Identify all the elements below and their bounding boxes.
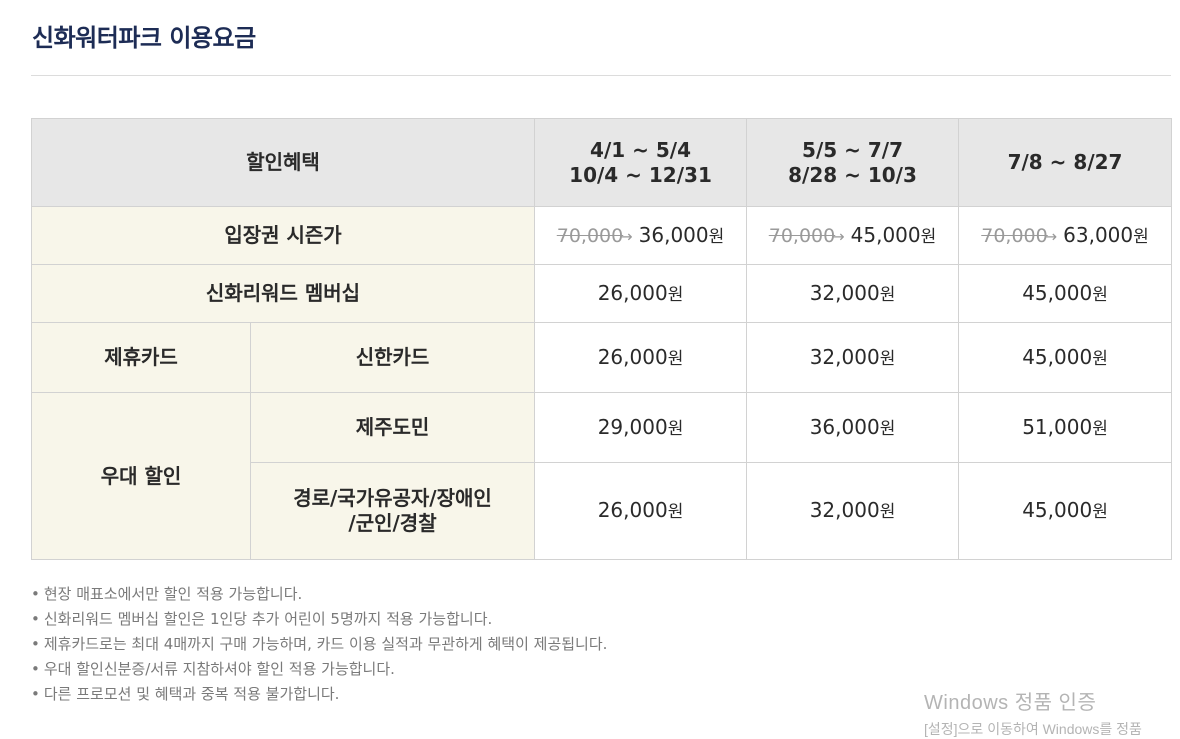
- currency-unit: 원: [1092, 284, 1108, 305]
- note-text: 제휴카드로는 최대 4매까지 구매 가능하며, 카드 이용 실적과 무관하게 혜…: [43, 635, 608, 653]
- price-cell: 26,000원: [534, 322, 748, 393]
- price-value: 36,000: [809, 414, 880, 439]
- price-value: 29,000: [597, 414, 668, 439]
- note-item: • 제휴카드로는 최대 4매까지 구매 가능하며, 카드 이용 실적과 무관하게 …: [31, 632, 607, 657]
- bullet: •: [31, 685, 40, 703]
- currency-unit: 원: [879, 284, 896, 305]
- period-3-line1: 7/8 ~ 8/27: [1007, 150, 1123, 174]
- currency-unit: 원: [1092, 348, 1108, 369]
- arrow-icon: →: [619, 226, 633, 246]
- price-cell: 45,000원: [958, 322, 1173, 393]
- price-cell: 45,000원: [958, 462, 1173, 560]
- card-label: 신한카드: [249, 322, 536, 393]
- note-text: 현장 매표소에서만 할인 적용 가능합니다.: [43, 585, 303, 603]
- currency-unit: 원: [667, 284, 684, 305]
- price-cell: 26,000원: [534, 462, 748, 560]
- arrow-icon: →: [831, 226, 845, 246]
- season-price-cell: 70,000→ 63,000원: [958, 206, 1173, 265]
- currency-unit: 원: [708, 226, 725, 247]
- new-price: 45,000: [850, 222, 921, 247]
- price-value: 45,000: [1022, 498, 1093, 523]
- note-item: • 신화리워드 멤버십 할인은 1인당 추가 어린이 5명까지 적용 가능합니다.: [31, 607, 607, 632]
- preferential-group-label: 우대 할인: [31, 392, 251, 560]
- page-title: 신화워터파크 이용요금: [32, 24, 256, 52]
- watermark-subtitle: [설정]으로 이동하여 Windows를 정품: [924, 721, 1142, 737]
- period-1-line2: 10/4 ~ 12/31: [569, 162, 712, 187]
- price-value: 32,000: [809, 344, 880, 369]
- table-row: 경로/국가유공자/장애인 /군인/경찰 26,000원 32,000원 45,0…: [32, 462, 1173, 560]
- table-header-row: 할인혜택 4/1 ~ 5/4 10/4 ~ 12/31 5/5 ~ 7/7 8/…: [30, 118, 1173, 207]
- jeju-label: 제주도민: [249, 392, 536, 463]
- currency-unit: 원: [1092, 418, 1108, 439]
- price-value: 32,000: [809, 498, 880, 523]
- header-period-3: 7/8 ~ 8/27: [958, 118, 1173, 207]
- period-2-line1: 5/5 ~ 7/7: [802, 137, 903, 162]
- old-price: 70,000: [981, 224, 1048, 247]
- price-cell: 36,000원: [746, 392, 960, 463]
- currency-unit: 원: [879, 348, 896, 369]
- note-text: 다른 프로모션 및 혜택과 중복 적용 불가합니다.: [43, 685, 340, 703]
- price-value: 45,000: [1022, 280, 1093, 305]
- table-row: 신화리워드 멤버십 26,000원 32,000원 45,000원: [30, 264, 1173, 323]
- price-cell: 29,000원: [534, 392, 748, 463]
- currency-unit: 원: [879, 418, 896, 439]
- watermark-title: Windows 정품 인증: [924, 692, 1097, 714]
- price-cell: 32,000원: [746, 462, 960, 560]
- bullet: •: [31, 660, 40, 678]
- currency-unit: 원: [879, 502, 896, 523]
- bullet: •: [31, 610, 40, 628]
- old-price: 70,000: [768, 224, 836, 247]
- old-price: 70,000: [556, 224, 624, 247]
- price-cell: 26,000원: [534, 264, 748, 323]
- header-benefit: 할인혜택: [30, 118, 536, 207]
- currency-unit: 원: [667, 418, 684, 439]
- header-period-1: 4/1 ~ 5/4 10/4 ~ 12/31: [534, 118, 748, 207]
- windows-activation-watermark: Windows 정품 인증 [설정]으로 이동하여 Windows를 정품: [924, 686, 1142, 739]
- notes-list: • 현장 매표소에서만 할인 적용 가능합니다. • 신화리워드 멤버십 할인은 1…: [31, 582, 607, 707]
- senior-label-line1: 경로/국가유공자/장애인: [293, 486, 492, 510]
- bullet: •: [31, 635, 40, 653]
- period-1-line1: 4/1 ~ 5/4: [590, 137, 691, 162]
- header-period-2: 5/5 ~ 7/7 8/28 ~ 10/3: [746, 118, 960, 207]
- new-price: 63,000: [1063, 222, 1134, 247]
- table-row: 입장권 시즌가 70,000→ 36,000원 70,000→ 45,000원 70…: [30, 206, 1173, 265]
- price-value: 26,000: [597, 280, 668, 305]
- currency-unit: 원: [667, 502, 684, 523]
- member-label: 신화리워드 멤버십: [30, 264, 536, 323]
- price-value: 32,000: [809, 280, 880, 305]
- table-row: 우대 할인 제주도민 29,000원 36,000원 51,000원: [31, 392, 1173, 560]
- season-price-cell: 70,000→ 45,000원: [746, 206, 960, 265]
- price-table: 할인혜택 4/1 ~ 5/4 10/4 ~ 12/31 5/5 ~ 7/7 8/…: [30, 118, 1173, 560]
- note-text: 신화리워드 멤버십 할인은 1인당 추가 어린이 5명까지 적용 가능합니다.: [43, 610, 493, 628]
- table-row: 제휴카드 신한카드 26,000원 32,000원 45,000원: [31, 322, 1173, 393]
- note-item: • 현장 매표소에서만 할인 적용 가능합니다.: [31, 582, 607, 607]
- price-value: 51,000: [1022, 414, 1093, 439]
- note-text: 우대 할인신분증/서류 지참하셔야 할인 적용 가능합니다.: [43, 660, 395, 678]
- senior-label-line2: /군인/경찰: [348, 511, 437, 535]
- price-value: 45,000: [1022, 344, 1093, 369]
- price-cell: 51,000원: [958, 392, 1173, 463]
- season-price-cell: 70,000→ 36,000원: [534, 206, 748, 265]
- bullet: •: [31, 585, 40, 603]
- price-cell: 45,000원: [958, 264, 1173, 323]
- new-price: 36,000: [638, 222, 709, 247]
- currency-unit: 원: [920, 226, 937, 247]
- price-cell: 32,000원: [746, 322, 960, 393]
- arrow-icon: →: [1043, 226, 1058, 246]
- card-group-label: 제휴카드: [31, 322, 251, 393]
- senior-label: 경로/국가유공자/장애인 /군인/경찰: [249, 462, 536, 560]
- period-2-line2: 8/28 ~ 10/3: [788, 162, 917, 187]
- title-divider: [31, 75, 1171, 76]
- price-cell: 32,000원: [746, 264, 960, 323]
- price-value: 26,000: [597, 498, 668, 523]
- note-item: • 우대 할인신분증/서류 지참하셔야 할인 적용 가능합니다.: [31, 657, 607, 682]
- currency-unit: 원: [1133, 226, 1149, 247]
- season-label: 입장권 시즌가: [30, 206, 536, 265]
- currency-unit: 원: [667, 348, 684, 369]
- note-item: • 다른 프로모션 및 혜택과 중복 적용 불가합니다.: [31, 682, 607, 707]
- currency-unit: 원: [1092, 502, 1108, 523]
- price-value: 26,000: [597, 344, 668, 369]
